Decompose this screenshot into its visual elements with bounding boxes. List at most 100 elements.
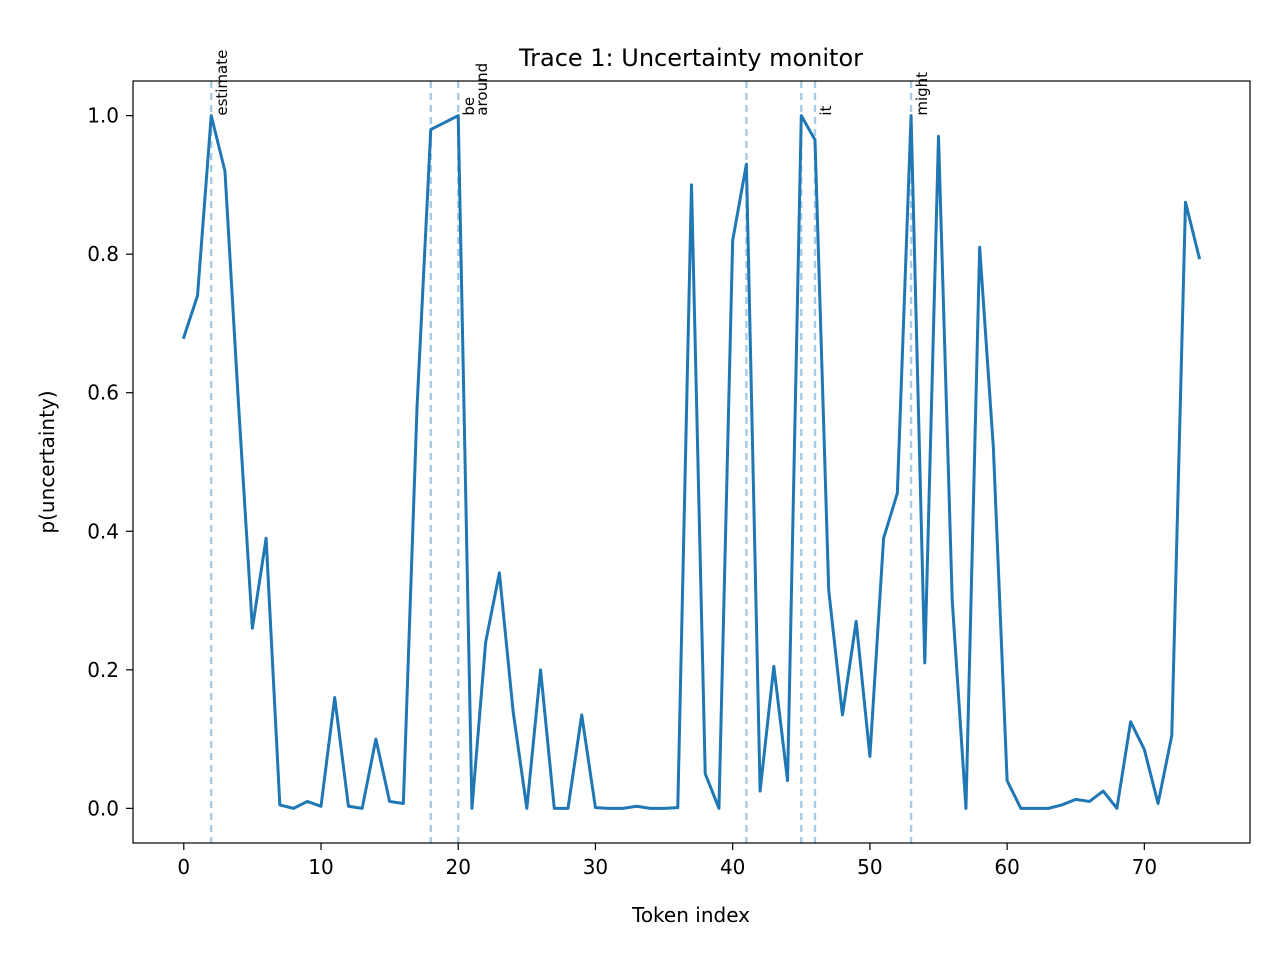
data-point	[1157, 802, 1159, 805]
data-point	[1130, 721, 1132, 723]
data-point	[855, 620, 857, 622]
chart-title: Trace 1: Uncertainty monitor	[518, 44, 863, 72]
y-axis-label: p(uncertainty)	[35, 390, 59, 533]
marker-label: be	[460, 97, 478, 116]
x-tick-label: 0	[177, 855, 190, 879]
data-point	[690, 184, 693, 186]
y-tick-label: 0.8	[87, 242, 119, 266]
data-point	[553, 807, 555, 809]
data-point	[581, 714, 583, 716]
data-point	[279, 804, 281, 806]
x-tick-label: 70	[1132, 855, 1157, 879]
data-point	[786, 780, 789, 782]
data-point	[210, 115, 212, 117]
data-point	[979, 246, 981, 248]
x-tick-label: 30	[583, 855, 608, 879]
data-point	[1143, 748, 1145, 751]
data-point	[937, 135, 940, 138]
data-point	[251, 627, 253, 629]
data-point	[361, 807, 363, 809]
data-point	[677, 807, 679, 809]
data-point	[704, 773, 706, 775]
x-tick-label: 40	[720, 855, 745, 879]
data-point	[883, 537, 885, 539]
data-point	[649, 807, 651, 809]
data-point	[457, 115, 459, 117]
data-point	[1061, 804, 1063, 806]
data-point	[375, 738, 377, 740]
data-point	[498, 572, 500, 574]
data-point	[828, 589, 830, 591]
data-point	[320, 805, 322, 807]
y-tick-label: 0.2	[87, 658, 119, 682]
data-point	[800, 115, 802, 117]
data-point	[896, 492, 898, 494]
marker-label: around	[473, 63, 491, 116]
data-point	[402, 802, 404, 805]
data-point	[992, 447, 994, 449]
y-tick-label: 0.4	[87, 519, 119, 543]
data-point	[869, 755, 871, 758]
x-tick-label: 20	[445, 855, 470, 879]
y-tick-label: 0.0	[87, 796, 119, 820]
plot-frame	[132, 80, 1251, 844]
x-tick-label: 10	[308, 855, 333, 879]
data-point	[718, 807, 720, 809]
data-point	[759, 790, 761, 792]
data-point	[1047, 807, 1049, 809]
data-point	[732, 239, 734, 241]
data-point	[306, 800, 308, 803]
data-point	[1020, 807, 1022, 809]
data-point	[183, 336, 185, 338]
data-point	[1102, 790, 1104, 792]
data-point	[430, 128, 432, 131]
data-point	[526, 807, 528, 809]
data-point	[1006, 780, 1008, 782]
data-point	[814, 139, 816, 141]
data-point	[1116, 807, 1118, 809]
data-point	[1198, 257, 1200, 259]
data-point	[347, 805, 350, 807]
data-point	[1171, 735, 1173, 737]
data-point	[485, 641, 487, 643]
data-point	[910, 115, 912, 117]
data-point	[238, 405, 240, 408]
x-axis-label: Token index	[631, 903, 750, 927]
data-point	[471, 807, 473, 809]
data-point	[539, 669, 542, 671]
data-point	[636, 805, 638, 807]
data-point	[965, 807, 967, 809]
x-tick-label: 50	[857, 855, 882, 879]
marker-label: might	[913, 72, 931, 116]
series-layer	[181, 114, 1202, 810]
data-point	[389, 800, 391, 803]
y-tick-label: 0.6	[87, 381, 119, 405]
data-point	[292, 807, 295, 809]
marker-label: it	[817, 105, 835, 115]
data-point	[594, 807, 597, 809]
marker-label: estimate	[213, 50, 231, 116]
data-point	[1184, 201, 1187, 203]
data-point	[1075, 798, 1077, 800]
x-axis: 0 10 20 30 40 50 60 70	[177, 843, 1157, 879]
y-tick-label: 1.0	[87, 104, 119, 128]
data-point	[512, 710, 514, 712]
data-point	[224, 170, 226, 172]
data-point	[1088, 800, 1091, 803]
data-point	[663, 807, 665, 809]
data-point	[567, 807, 569, 809]
data-point	[924, 662, 926, 664]
data-point	[841, 714, 844, 716]
data-point	[196, 295, 199, 297]
y-axis: 0.0 0.2 0.4 0.6 0.8 1.0	[87, 104, 133, 820]
data-point	[951, 599, 953, 602]
data-point	[443, 121, 446, 124]
data-point	[608, 807, 610, 809]
data-point	[265, 537, 267, 539]
data-point	[773, 665, 775, 667]
x-tick-label: 60	[994, 855, 1019, 879]
data-point	[334, 696, 336, 699]
